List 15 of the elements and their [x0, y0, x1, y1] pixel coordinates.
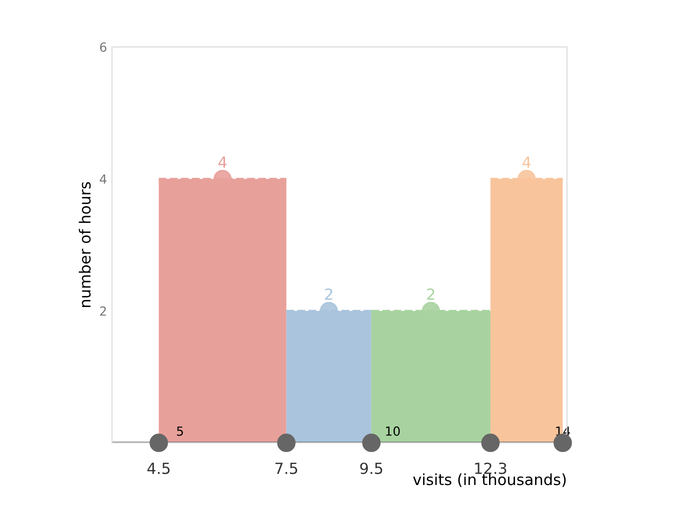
y-axis-title: number of hours — [78, 182, 91, 307]
x-tick-label: 5 — [177, 426, 183, 436]
annotation: 4.5 — [147, 462, 170, 474]
annotation: 7.5 — [275, 462, 298, 474]
data-label: 2 — [427, 288, 434, 300]
y-tick-label: 6 — [100, 42, 106, 52]
x-axis-title: visits (in thousands) — [413, 473, 566, 488]
y-tick-label: 2 — [100, 306, 106, 316]
annotation: 12.3 — [475, 462, 506, 474]
data-label: 2 — [325, 288, 332, 300]
data-label: 4 — [218, 156, 227, 168]
y-tick-label: 4 — [100, 174, 106, 184]
data-label: 4 — [522, 156, 531, 168]
annotation: 9.5 — [360, 462, 382, 474]
x-tick-label: 10 — [386, 426, 400, 436]
